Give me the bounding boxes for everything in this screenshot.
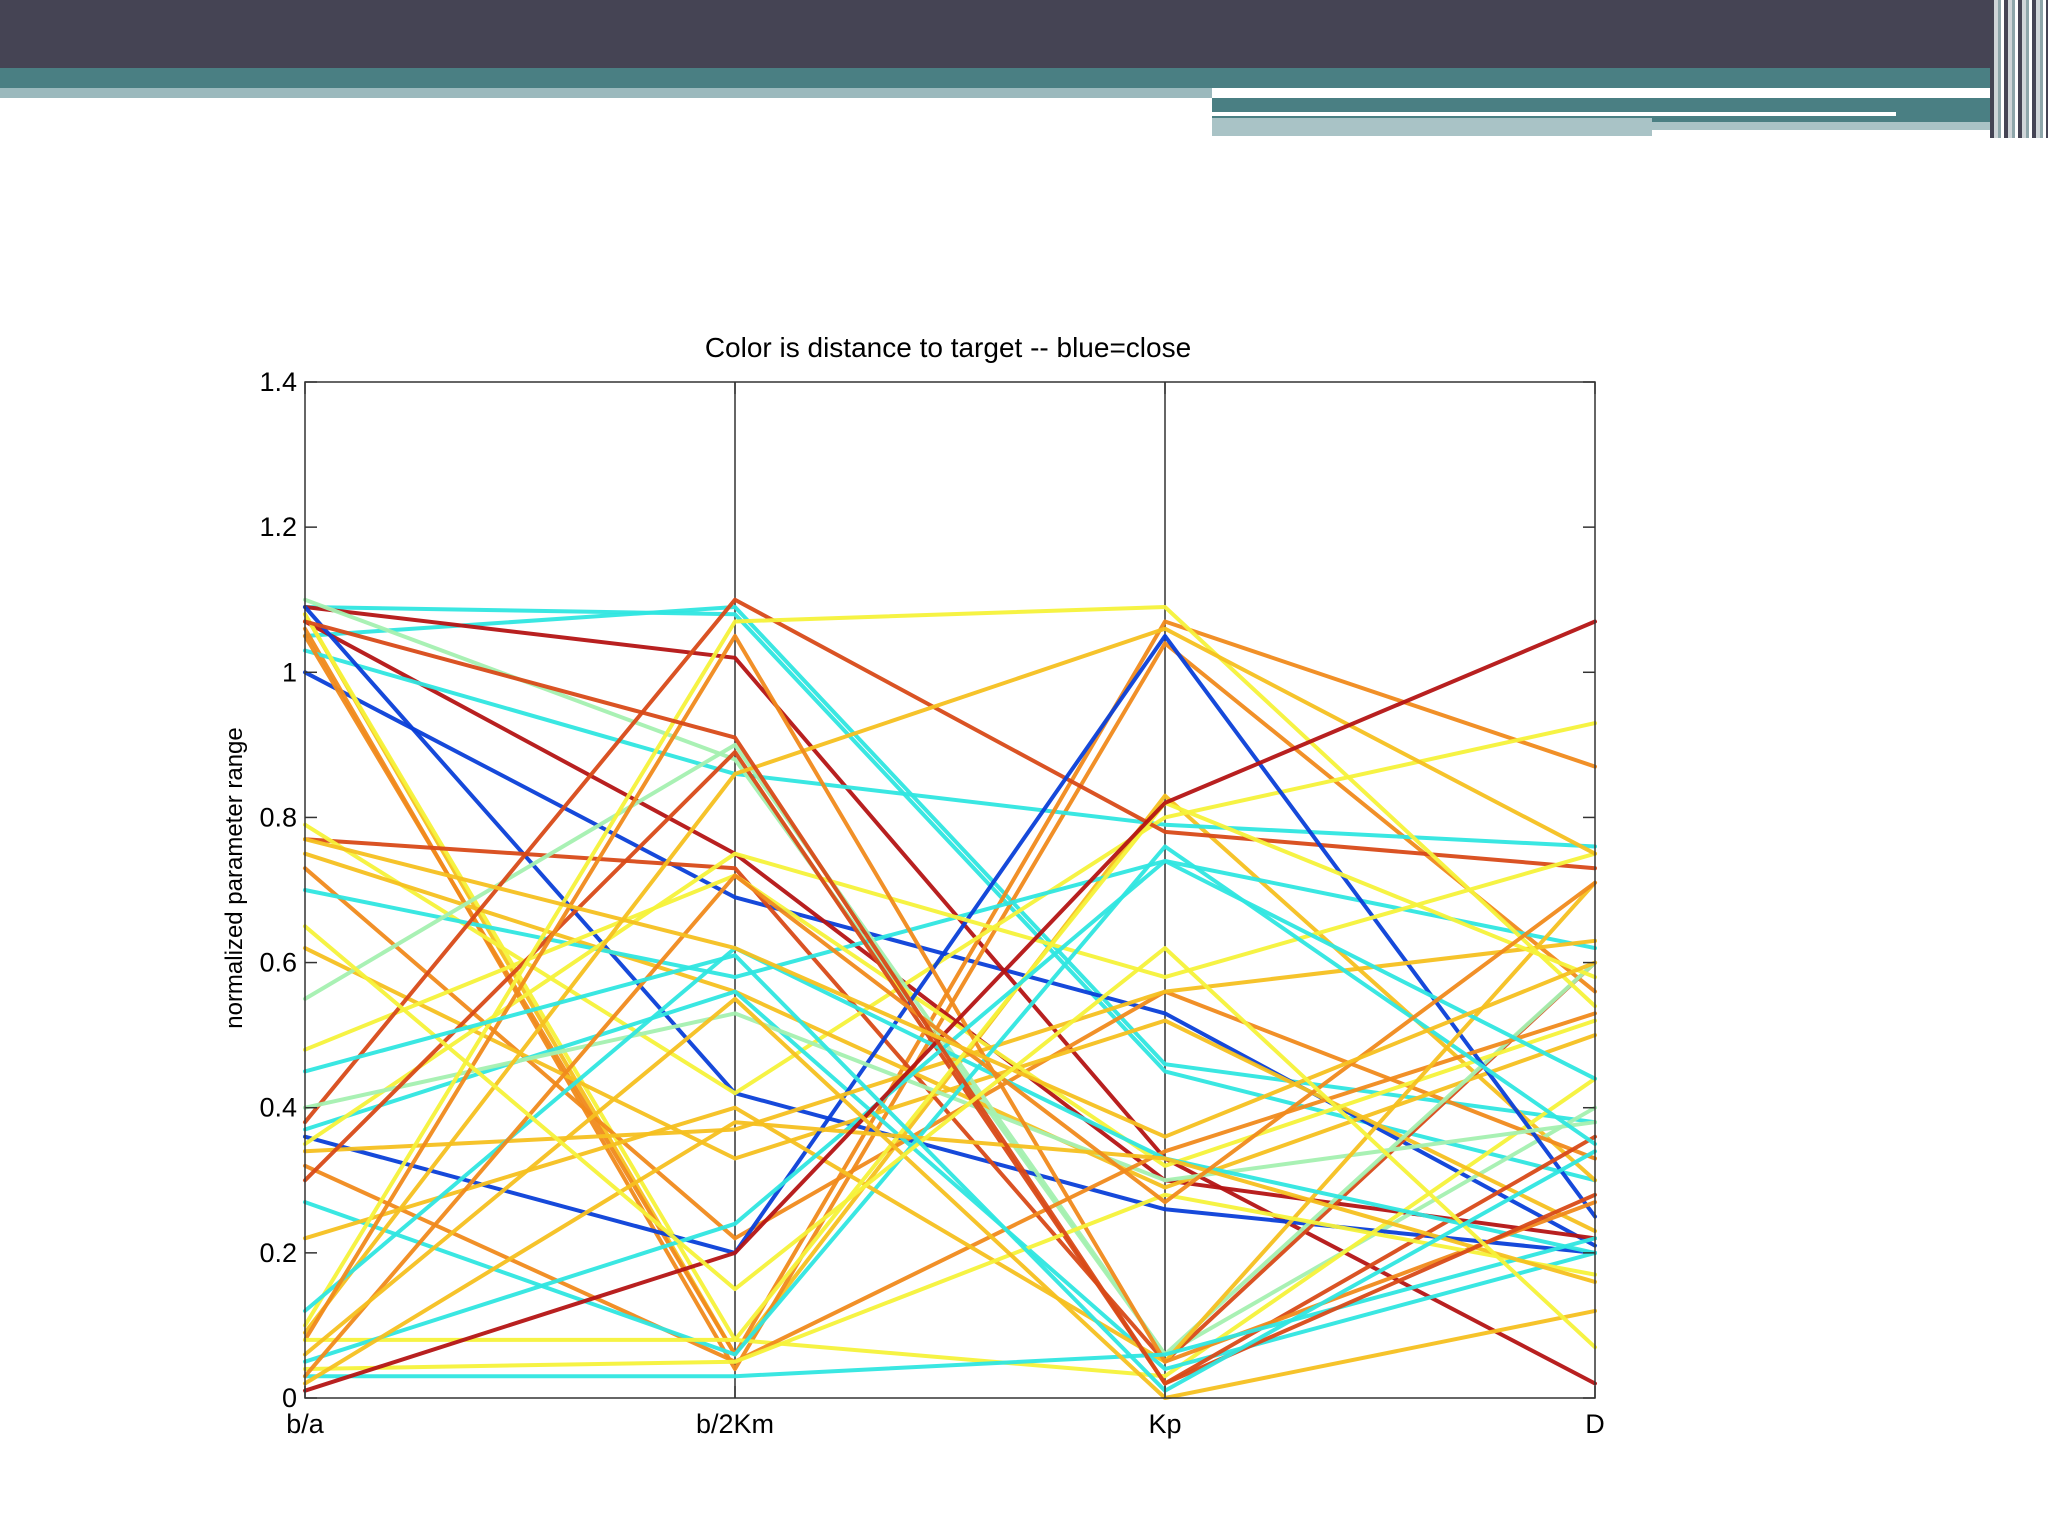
header-corner-bars xyxy=(1990,0,2048,138)
data-line-39 xyxy=(303,1120,1597,1386)
data-line-42 xyxy=(303,996,1597,1400)
data-line-33 xyxy=(303,946,1597,1313)
data-line-11 xyxy=(303,619,1597,1357)
data-line-43 xyxy=(303,619,1597,1386)
y-tick-label: 1.4 xyxy=(259,367,297,397)
data-line-9 xyxy=(303,597,1597,1357)
data-line-45 xyxy=(303,924,1597,1350)
data-line-7 xyxy=(303,619,1597,1241)
data-line-23 xyxy=(303,634,1597,1255)
data-line-28 xyxy=(303,750,1597,1386)
header-accent-line xyxy=(1212,112,1896,116)
data-line-41 xyxy=(303,873,1597,1379)
y-axis-label: normalized parameter range xyxy=(221,727,248,1029)
header-accent-stripe xyxy=(0,68,1990,88)
y-tick-label: 0.4 xyxy=(259,1093,297,1123)
data-line-25 xyxy=(303,1011,1597,1183)
tick-labels: 0 0.2 0.4 0.6 0.8 1 1.2 1.4 b/a b/2Km Kp D xyxy=(259,367,1604,1439)
data-line-35 xyxy=(303,800,1597,1342)
data-line-34 xyxy=(303,634,1597,1364)
data-line-8 xyxy=(303,648,1597,849)
chart-title: Color is distance to target -- blue=clos… xyxy=(705,332,1191,363)
data-line-27 xyxy=(303,1011,1597,1364)
data-line-20 xyxy=(303,873,1597,1168)
data-line-21 xyxy=(303,597,1597,1125)
header-accent-light-thin xyxy=(1652,122,2002,130)
y-tick-label: 0.6 xyxy=(259,948,297,978)
header-band xyxy=(0,0,2048,68)
data-line-32 xyxy=(303,626,1597,1335)
data-line-40 xyxy=(303,619,1597,1393)
data-line-37 xyxy=(303,1192,1597,1371)
y-tick-label: 1.2 xyxy=(259,512,297,542)
data-line-29 xyxy=(303,844,1597,1357)
header-accent-light xyxy=(1212,118,1652,136)
data-line-19 xyxy=(303,742,1597,1357)
data-line-44 xyxy=(303,837,1597,1139)
data-line-46 xyxy=(303,953,1597,1393)
data-line-30 xyxy=(303,880,1597,1364)
x-tick-label: Kp xyxy=(1148,1409,1181,1439)
data-line-24 xyxy=(303,851,1597,1146)
plot-frame xyxy=(304,381,1596,1399)
data-line-38 xyxy=(303,1236,1597,1379)
data-line-17 xyxy=(303,859,1597,980)
data-line-10 xyxy=(303,605,1597,1255)
plot-border xyxy=(304,381,1596,1399)
y-tick-label: 1 xyxy=(282,657,297,687)
y-tick-label: 0.8 xyxy=(259,802,297,832)
x-tick-label: b/2Km xyxy=(696,1409,774,1439)
data-line-31 xyxy=(303,605,1597,1328)
header-accent-thin xyxy=(0,88,1212,98)
y-tick-label: 0.2 xyxy=(259,1238,297,1268)
x-tick-label: D xyxy=(1585,1409,1605,1439)
axes xyxy=(734,382,1166,1398)
data-lines xyxy=(303,597,1597,1400)
x-tick-label: b/a xyxy=(286,1409,325,1439)
data-line-15 xyxy=(303,721,1597,1096)
y-tick-label: 0 xyxy=(282,1383,297,1413)
data-line-36 xyxy=(303,859,1597,1364)
